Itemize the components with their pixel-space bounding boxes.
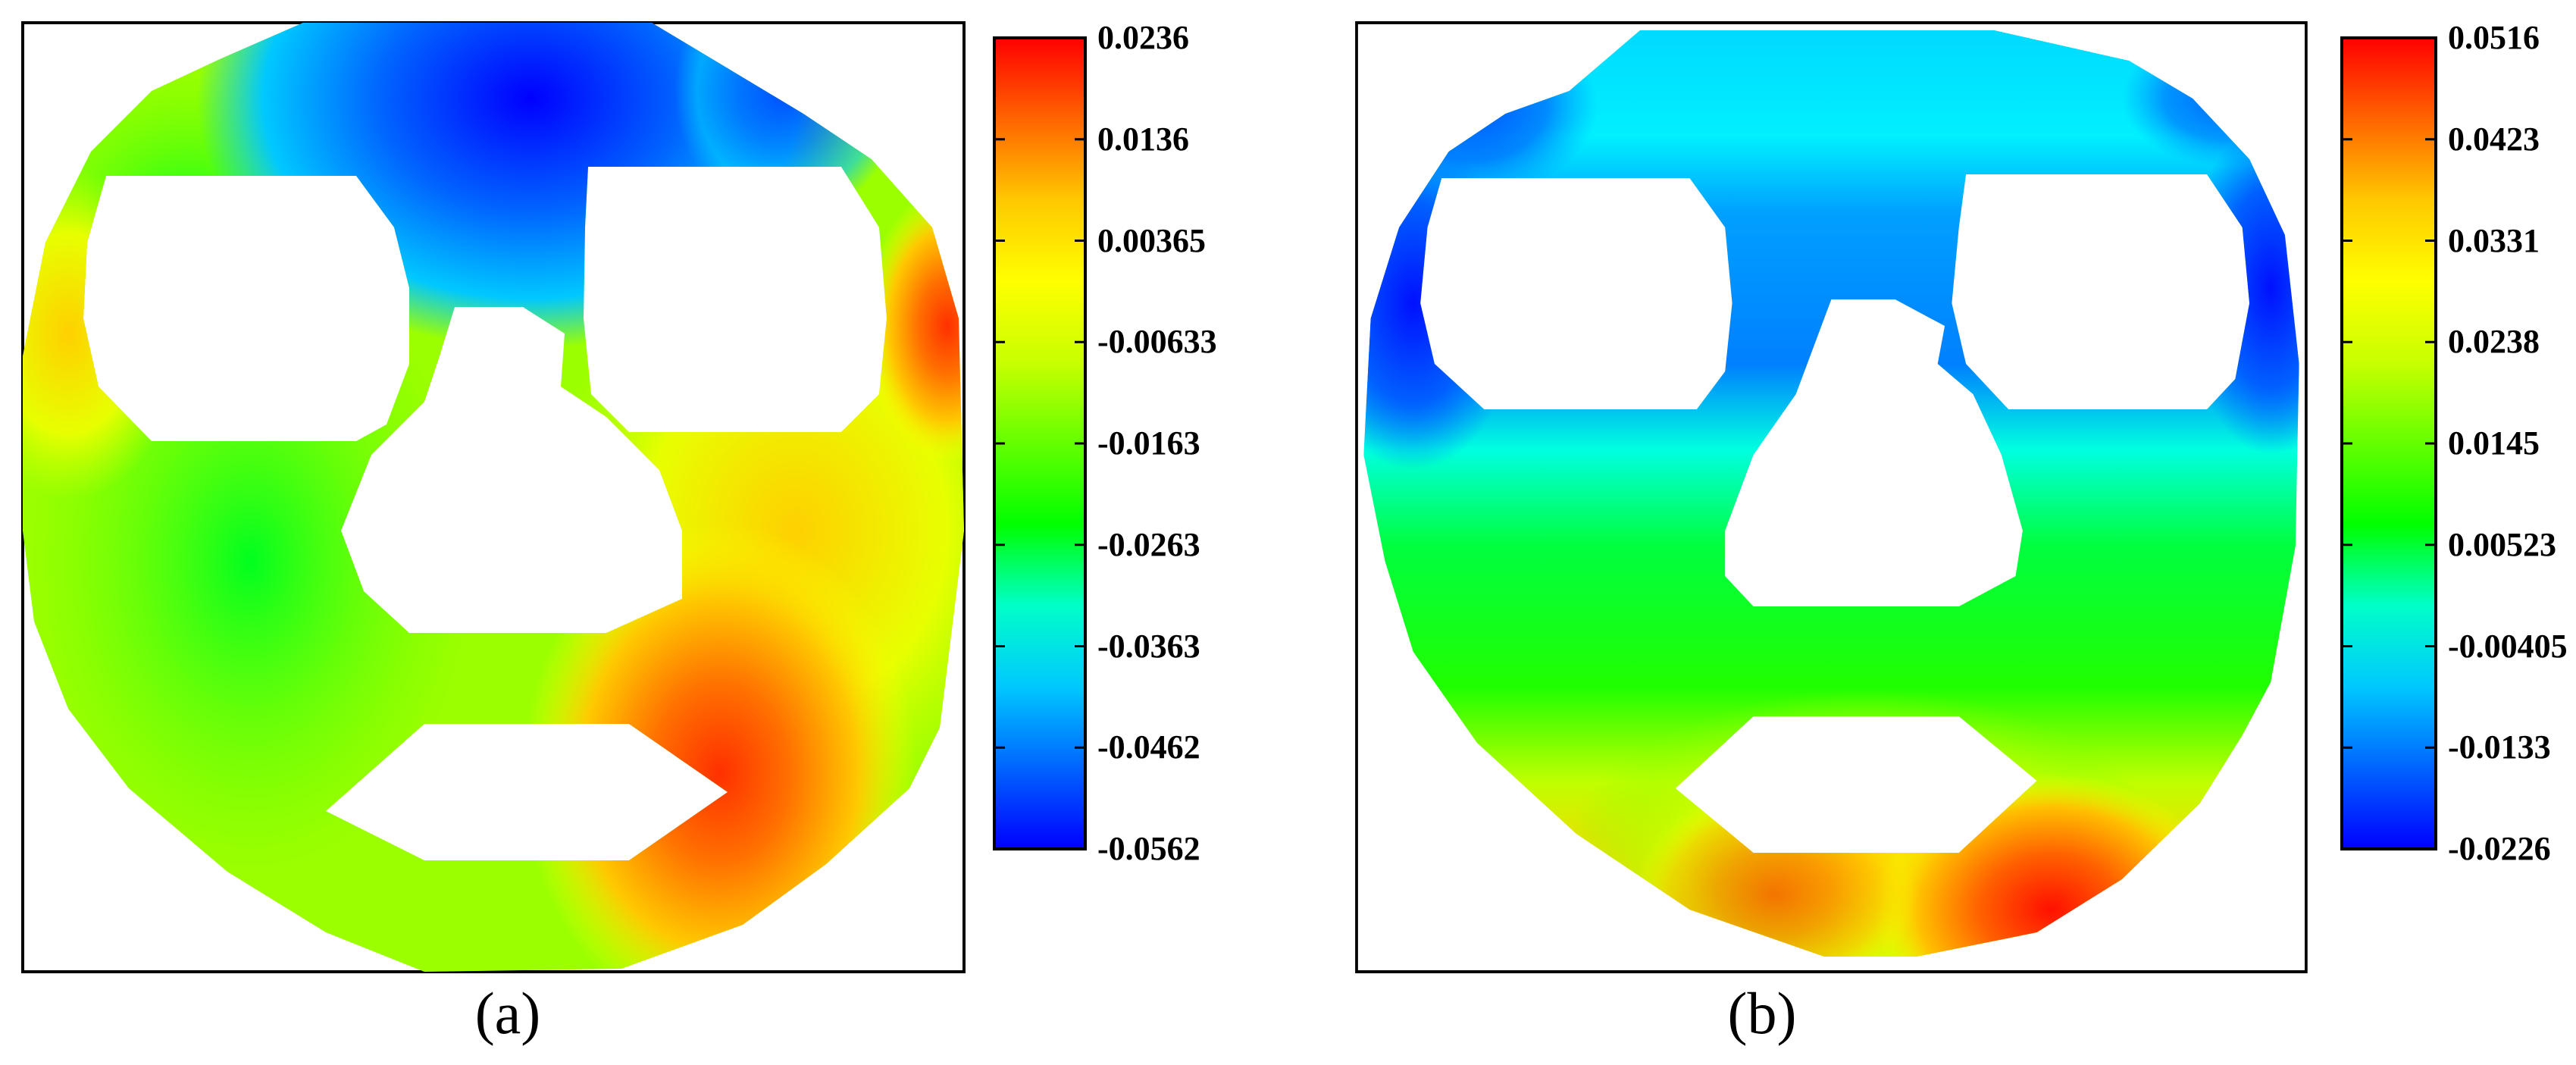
chart-panel-b: 0.0516 0.0423 0.0331 0.0238 0.0145 0.00523 -0.… (1288, 0, 2576, 1065)
colorbar-a (993, 36, 1087, 850)
colorbar-tick-label: -0.0363 (1097, 627, 1200, 665)
panel-caption-a: (a) (474, 980, 541, 1046)
colorbar-tick-label: 0.00523 (2448, 525, 2556, 563)
colorbar-tick-label: 0.0236 (1097, 19, 1189, 56)
panel-caption-b: (b) (1727, 980, 1797, 1046)
colorbar-tick-label: 0.0331 (2448, 221, 2540, 259)
contour-plot-a (21, 21, 1087, 973)
colorbar-tick-label: 0.0145 (2448, 424, 2540, 462)
colorbar-tick-label: 0.0516 (2448, 19, 2540, 56)
colorbar-tick-label: 0.0136 (1097, 120, 1189, 158)
colorbar-tick-label: -0.0462 (1097, 728, 1200, 766)
colorbar-ticks-a (994, 36, 1085, 850)
colorbar-ticks-b (2342, 36, 2436, 850)
colorbar-tick-label: -0.0163 (1097, 424, 1200, 462)
colorbar-tick-label: -0.0226 (2448, 830, 2551, 867)
colorbar-tick-label: -0.00405 (2448, 627, 2568, 665)
colorbar-tick-label: -0.0562 (1097, 830, 1200, 867)
colorbar-tick-label: -0.0263 (1097, 525, 1200, 563)
colorbar-tick-label: -0.0133 (2448, 728, 2551, 766)
colorbar-tick-label: -0.00633 (1097, 323, 1217, 361)
chart-panel-a: 0.0236 0.0136 0.00365 -0.00633 -0.0163 -0.026… (21, 19, 1217, 1046)
contour-plot-b (1355, 21, 2437, 973)
colorbar-tick-label: 0.00365 (1097, 221, 1206, 259)
colorbar-b (2340, 36, 2437, 850)
colorbar-tick-label: 0.0238 (2448, 323, 2540, 361)
colorbar-tick-label: 0.0423 (2448, 120, 2540, 158)
